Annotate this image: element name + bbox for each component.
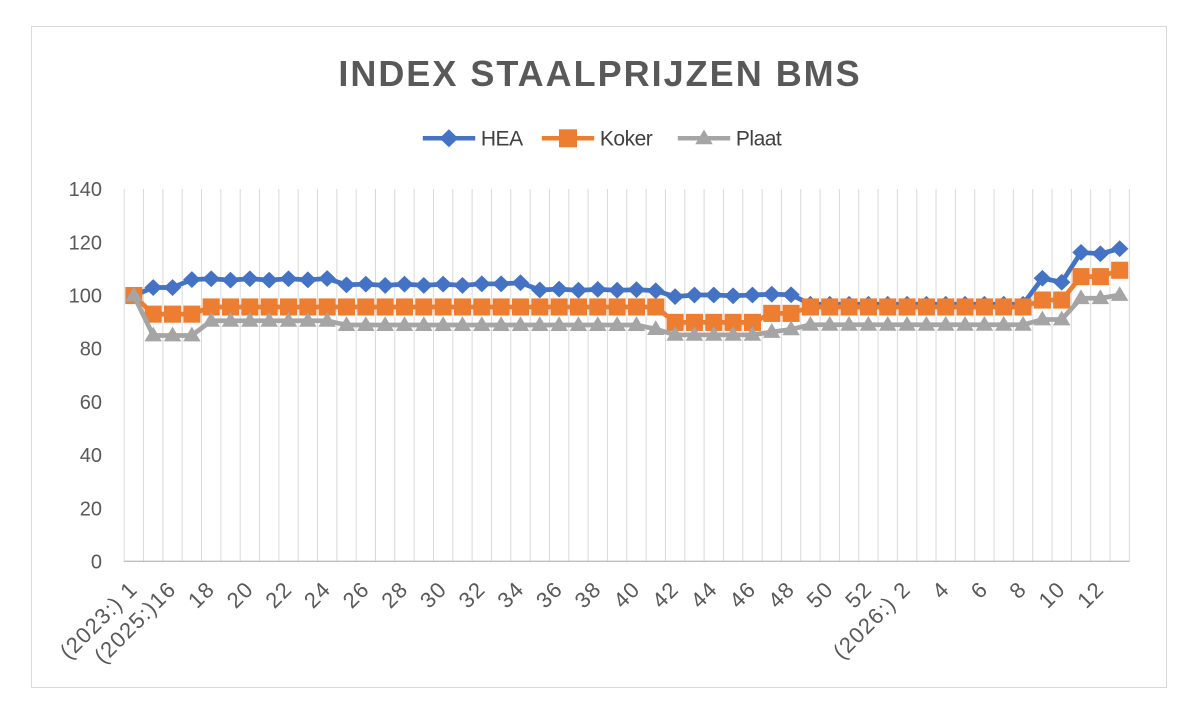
svg-text:0: 0 [91,552,102,574]
svg-text:HEA: HEA [481,128,523,151]
svg-text:INDEX STAALPRIJZEN BMS: INDEX STAALPRIJZEN BMS [338,53,861,94]
svg-text:Plaat: Plaat [736,128,782,151]
svg-text:60: 60 [80,392,102,414]
svg-text:120: 120 [69,232,102,254]
svg-text:140: 140 [69,179,102,201]
svg-text:20: 20 [80,498,102,520]
svg-text:80: 80 [80,339,102,361]
svg-text:Koker: Koker [600,128,653,151]
svg-text:40: 40 [80,445,102,467]
svg-text:100: 100 [69,286,102,308]
